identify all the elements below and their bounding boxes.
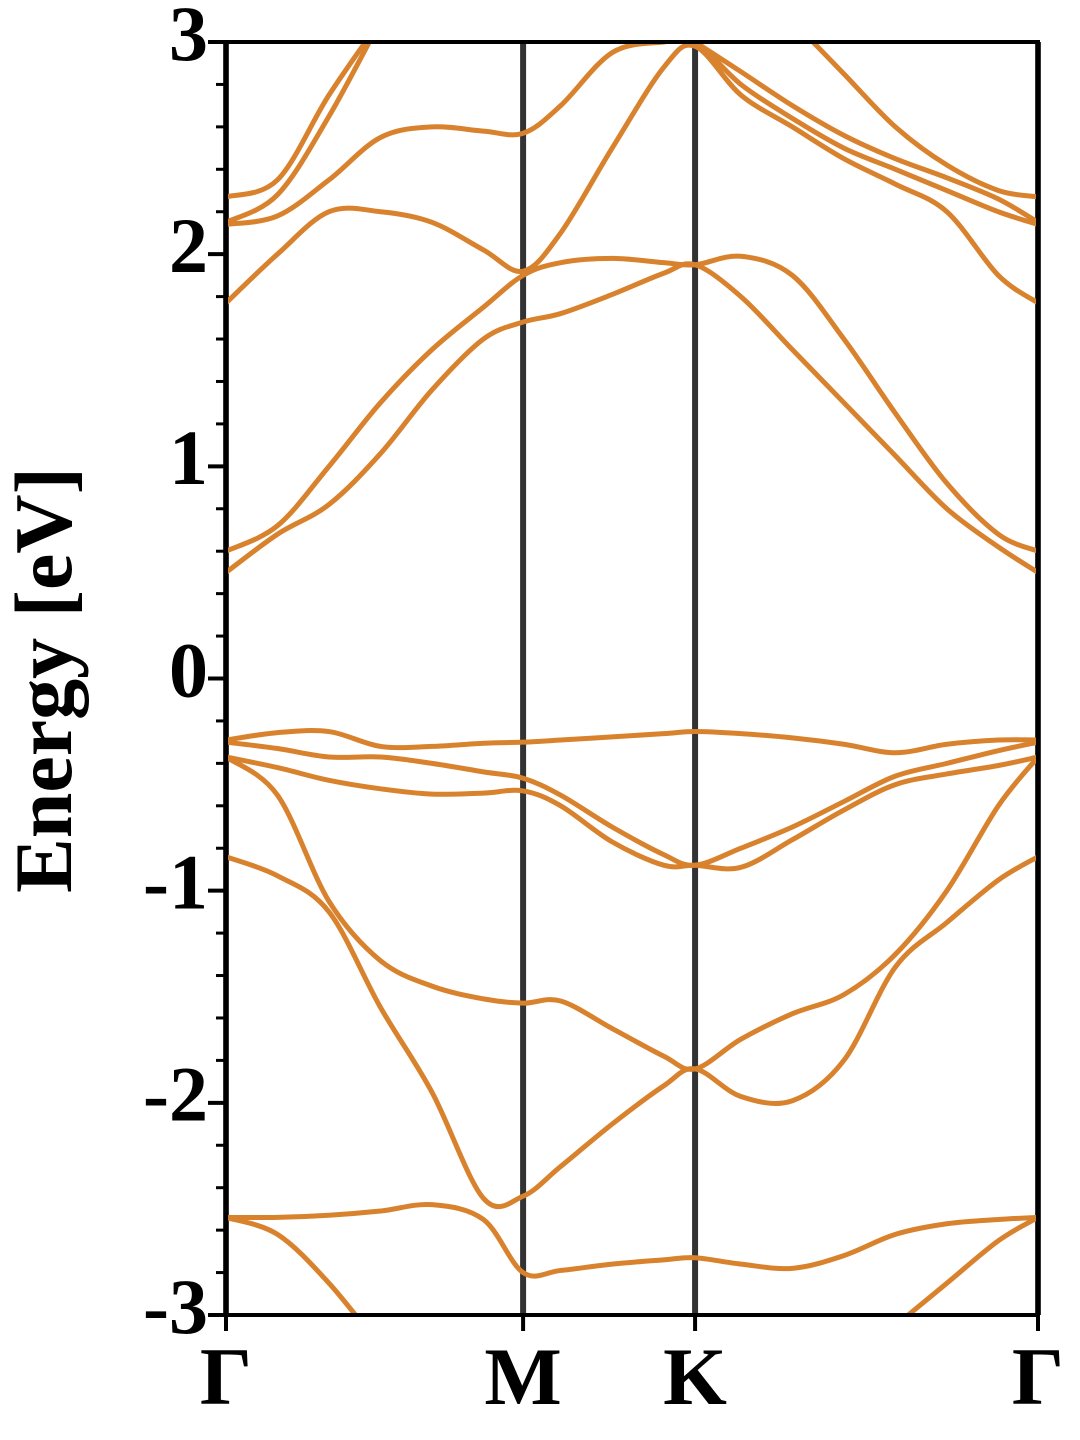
band-line bbox=[226, 1214, 1038, 1315]
band-line bbox=[226, 754, 1038, 1072]
band-line bbox=[226, 42, 1038, 225]
y-tick-label: 1 bbox=[169, 414, 208, 501]
y-tick-label: 2 bbox=[169, 202, 208, 289]
y-tick-label: 0 bbox=[169, 626, 208, 713]
band-line bbox=[226, 739, 1038, 868]
grid-layer bbox=[223, 42, 1041, 1315]
band-line bbox=[226, 42, 1038, 200]
x-tick-label: M bbox=[484, 1331, 561, 1422]
y-tick-label: -3 bbox=[143, 1263, 208, 1350]
plot-frame bbox=[224, 40, 1040, 1317]
axes-layer: -3 -2 -1 0 1 2 3 Γ M K Γ bbox=[143, 0, 1064, 1422]
band-line bbox=[226, 261, 1038, 575]
band-line bbox=[226, 42, 1038, 306]
x-tick-label: Γ bbox=[1012, 1331, 1064, 1422]
y-axis-label: Energy [eV] bbox=[0, 467, 89, 893]
band-line bbox=[226, 1201, 1038, 1279]
band-line bbox=[226, 253, 1038, 554]
band-line bbox=[226, 727, 1038, 756]
band-line bbox=[226, 42, 1038, 227]
y-tick-label: 3 bbox=[169, 0, 208, 77]
bands bbox=[226, 42, 1038, 1315]
x-tick-label: K bbox=[663, 1331, 727, 1422]
band-line bbox=[226, 854, 1038, 1210]
x-tick-label: Γ bbox=[200, 1331, 252, 1422]
y-tick-label: -1 bbox=[143, 839, 208, 926]
y-tick-label: -2 bbox=[143, 1051, 208, 1138]
band-line bbox=[226, 754, 1038, 872]
